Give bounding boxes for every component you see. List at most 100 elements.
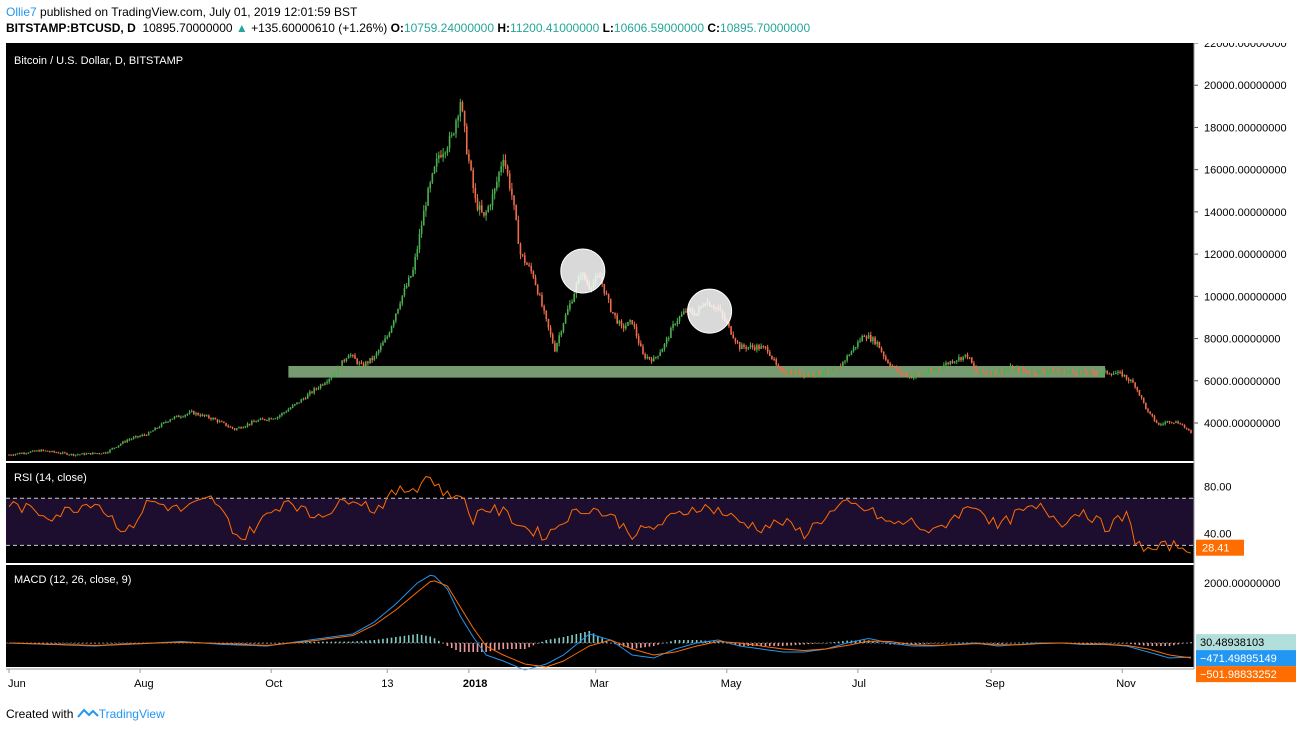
candle-body bbox=[461, 102, 464, 112]
candle-body bbox=[414, 256, 416, 270]
candle-body bbox=[878, 341, 881, 349]
macd-hist-bar bbox=[429, 636, 432, 643]
macd-hist-bar bbox=[278, 643, 281, 644]
candle-body bbox=[760, 346, 762, 349]
price-tick-label: 20000.00000000 bbox=[1204, 80, 1287, 92]
candle-body bbox=[1123, 374, 1126, 377]
candle-body bbox=[970, 357, 973, 364]
time-tick-label: 2018 bbox=[463, 678, 487, 690]
candle-body bbox=[1074, 372, 1076, 375]
candle-body bbox=[79, 454, 81, 456]
rsi-title: RSI (14, close) bbox=[14, 472, 87, 484]
candle-body bbox=[508, 173, 511, 189]
time-tick-label: Jun bbox=[8, 678, 26, 690]
candle-body bbox=[824, 369, 827, 374]
candle-body bbox=[356, 358, 358, 364]
macd-hist-bar bbox=[523, 643, 526, 649]
macd-hist-bar bbox=[725, 643, 728, 644]
macd-hist-bar bbox=[438, 640, 440, 643]
candle-body bbox=[891, 365, 894, 367]
candle-body bbox=[433, 166, 436, 174]
candle-body bbox=[205, 415, 208, 417]
candle-body bbox=[876, 341, 879, 345]
candle-body bbox=[895, 366, 898, 371]
candle-body bbox=[16, 453, 19, 455]
macd-value-label: −471.49895149 bbox=[1200, 653, 1277, 665]
macd-hist-bar bbox=[236, 643, 238, 644]
macd-hist-bar bbox=[700, 640, 702, 643]
candle-body bbox=[805, 374, 808, 377]
candle-body bbox=[418, 233, 421, 250]
support-band bbox=[288, 366, 1106, 378]
macd-hist-bar bbox=[304, 641, 307, 643]
macd-hist-bar bbox=[1095, 643, 1098, 644]
candle-body bbox=[1160, 424, 1162, 426]
macd-hist-bar bbox=[128, 643, 131, 644]
price-pane[interactable]: Bitcoin / U.S. Dollar, D, BITSTAMP 22000.… bbox=[6, 43, 1287, 461]
macd-hist-bar bbox=[481, 643, 483, 652]
candle-body bbox=[1162, 423, 1164, 425]
candle-body bbox=[773, 359, 775, 361]
candle-body bbox=[472, 170, 475, 189]
candle-body bbox=[1147, 408, 1149, 412]
candle-body bbox=[618, 321, 621, 324]
candle-body bbox=[229, 426, 232, 428]
macd-pane[interactable]: MACD (12, 26, close, 9) 2000.00000000 30.4… bbox=[6, 565, 1296, 683]
candle-body bbox=[732, 334, 735, 339]
candle-body bbox=[1091, 371, 1093, 373]
candle-body bbox=[670, 327, 672, 338]
candle-body bbox=[1018, 367, 1020, 372]
candle-body bbox=[220, 421, 223, 423]
candle-body bbox=[42, 449, 45, 451]
candle-body bbox=[321, 384, 324, 386]
macd-hist-bar bbox=[1125, 643, 1128, 644]
macd-hist-bar bbox=[360, 640, 363, 643]
price-tick-label: 12000.00000000 bbox=[1204, 249, 1287, 261]
candle-body bbox=[635, 326, 638, 337]
macd-hist-bar bbox=[1005, 643, 1007, 644]
candle-body bbox=[973, 363, 975, 368]
chart-area[interactable]: Bitcoin / U.S. Dollar, D, BITSTAMP 22000.… bbox=[6, 43, 1298, 694]
candle-body bbox=[678, 316, 681, 322]
candle-body bbox=[425, 205, 427, 211]
candle-body bbox=[201, 414, 204, 417]
time-tick-label: Mar bbox=[590, 678, 609, 690]
candle-body bbox=[210, 418, 212, 420]
candle-body bbox=[478, 205, 481, 210]
macd-hist-bar bbox=[670, 641, 672, 643]
macd-hist-bar bbox=[773, 643, 775, 646]
price-tick-label: 6000.00000000 bbox=[1204, 376, 1280, 388]
candle-body bbox=[244, 426, 247, 428]
macd-hist-bar bbox=[257, 643, 260, 644]
candle-body bbox=[975, 367, 977, 373]
candle-body bbox=[188, 411, 191, 414]
candle-body bbox=[897, 370, 900, 372]
candle-body bbox=[605, 293, 608, 295]
candle-body bbox=[749, 345, 752, 348]
macd-hist-bar bbox=[1082, 643, 1085, 644]
macd-hist-bar bbox=[369, 640, 371, 643]
time-axis[interactable]: Jun Aug Oct 13 2018 Mar May Jul Sep Nov bbox=[6, 43, 1195, 690]
candle-body bbox=[633, 324, 636, 327]
publish-line: Ollie7 published on TradingView.com, Jul… bbox=[6, 4, 1296, 20]
candle-body bbox=[343, 360, 346, 362]
macd-hist-bar bbox=[231, 643, 234, 644]
candle-body bbox=[1190, 430, 1192, 433]
candle-body bbox=[747, 347, 750, 349]
macd-hist-bar bbox=[1022, 642, 1025, 644]
time-tick-label: Aug bbox=[134, 678, 154, 690]
tradingview-link[interactable]: TradingView bbox=[98, 707, 165, 721]
open-value: 10759.24000000 bbox=[403, 21, 495, 35]
candle-body bbox=[493, 188, 496, 194]
rsi-pane[interactable]: RSI (14, close) 80.00 40.00 28.41 bbox=[6, 463, 1244, 563]
candle-body bbox=[915, 374, 917, 377]
candle-body bbox=[429, 182, 432, 189]
author-link[interactable]: Ollie7 bbox=[6, 5, 37, 19]
macd-hist-bar bbox=[777, 643, 780, 646]
candle-body bbox=[126, 439, 128, 443]
candle-body bbox=[506, 166, 509, 174]
candle-body bbox=[569, 303, 571, 310]
candle-body bbox=[768, 351, 771, 356]
macd-hist-bar bbox=[1130, 643, 1132, 645]
candle-body bbox=[294, 404, 296, 406]
